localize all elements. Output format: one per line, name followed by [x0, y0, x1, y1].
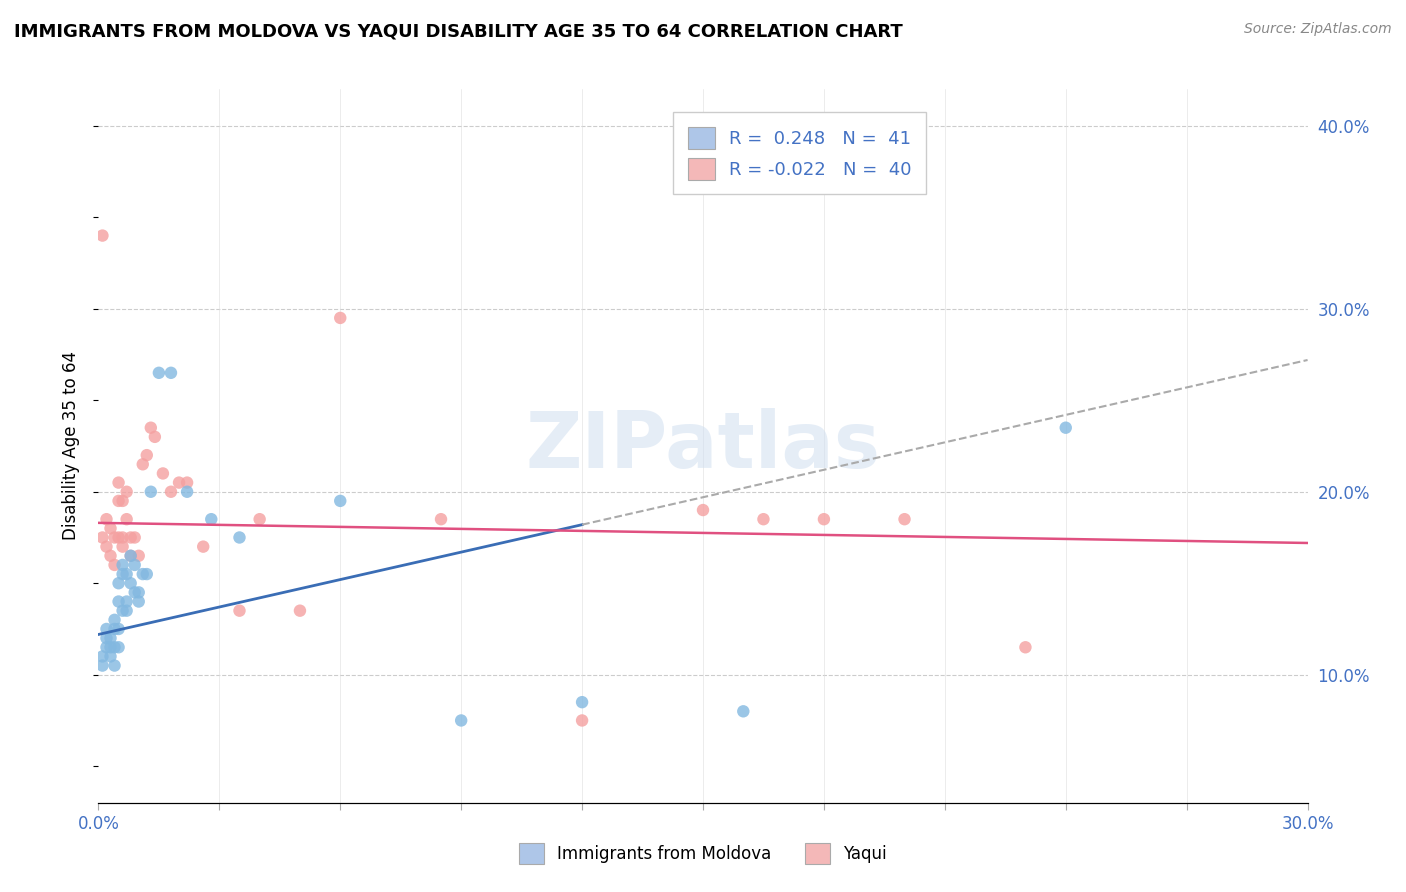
Point: [120, 531, 142, 545]
Point: [111, 494, 134, 508]
Point: [100, 640, 122, 655]
Point: [139, 420, 162, 434]
Point: [100, 549, 122, 563]
Point: [124, 558, 146, 572]
Point: [115, 567, 138, 582]
Point: [115, 594, 138, 608]
Point: [111, 540, 134, 554]
Point: [128, 594, 150, 608]
Point: [813, 512, 835, 526]
Point: [91, 649, 114, 664]
Legend: Immigrants from Moldova, Yaqui: Immigrants from Moldova, Yaqui: [512, 837, 894, 871]
Point: [139, 484, 162, 499]
Point: [288, 604, 311, 618]
Text: ZIPatlas: ZIPatlas: [526, 408, 880, 484]
Point: [1054, 420, 1077, 434]
Point: [228, 531, 250, 545]
Point: [128, 585, 150, 599]
Point: [176, 475, 198, 490]
Point: [111, 604, 134, 618]
Point: [752, 512, 775, 526]
Point: [115, 512, 138, 526]
Point: [193, 540, 215, 554]
Point: [692, 503, 714, 517]
Point: [120, 576, 142, 591]
Point: [103, 640, 125, 655]
Point: [124, 585, 146, 599]
Point: [124, 531, 146, 545]
Point: [91, 531, 114, 545]
Point: [132, 567, 155, 582]
Point: [152, 467, 174, 481]
Point: [100, 631, 122, 645]
Point: [103, 531, 125, 545]
Point: [96, 640, 118, 655]
Point: [1014, 640, 1036, 655]
Point: [143, 430, 166, 444]
Point: [135, 448, 157, 462]
Point: [430, 512, 453, 526]
Point: [111, 558, 134, 572]
Point: [91, 228, 114, 243]
Point: [96, 512, 118, 526]
Point: [107, 594, 129, 608]
Point: [103, 622, 125, 636]
Point: [733, 704, 755, 718]
Point: [111, 567, 134, 582]
Point: [128, 549, 150, 563]
Point: [160, 484, 183, 499]
Point: [135, 567, 157, 582]
Point: [571, 714, 593, 728]
Point: [893, 512, 915, 526]
Point: [107, 531, 129, 545]
Point: [107, 622, 129, 636]
Point: [571, 695, 593, 709]
Point: [167, 475, 190, 490]
Point: [450, 714, 472, 728]
Point: [107, 576, 129, 591]
Point: [103, 558, 125, 572]
Point: [132, 458, 155, 472]
Point: [148, 366, 170, 380]
Point: [107, 475, 129, 490]
Point: [111, 531, 134, 545]
Point: [160, 366, 183, 380]
Point: [176, 484, 198, 499]
Text: Source: ZipAtlas.com: Source: ZipAtlas.com: [1244, 22, 1392, 37]
Point: [100, 521, 122, 535]
Text: IMMIGRANTS FROM MOLDOVA VS YAQUI DISABILITY AGE 35 TO 64 CORRELATION CHART: IMMIGRANTS FROM MOLDOVA VS YAQUI DISABIL…: [14, 22, 903, 40]
Point: [200, 512, 222, 526]
Point: [107, 494, 129, 508]
Y-axis label: Disability Age 35 to 64: Disability Age 35 to 64: [62, 351, 80, 541]
Point: [249, 512, 271, 526]
Point: [115, 484, 138, 499]
Legend: R =  0.248   N =  41, R = -0.022   N =  40: R = 0.248 N = 41, R = -0.022 N = 40: [673, 112, 927, 194]
Point: [329, 494, 352, 508]
Point: [120, 549, 142, 563]
Point: [107, 640, 129, 655]
Point: [96, 622, 118, 636]
Point: [120, 549, 142, 563]
Point: [96, 631, 118, 645]
Point: [91, 658, 114, 673]
Point: [103, 658, 125, 673]
Point: [228, 604, 250, 618]
Point: [103, 613, 125, 627]
Point: [100, 649, 122, 664]
Point: [96, 540, 118, 554]
Point: [329, 310, 352, 325]
Point: [115, 604, 138, 618]
